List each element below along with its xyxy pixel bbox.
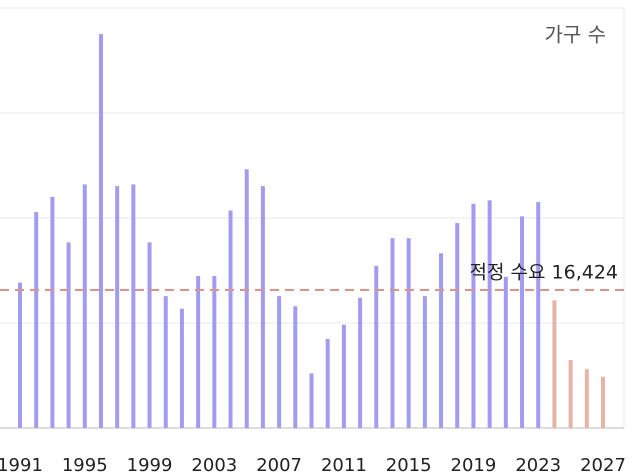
x-tick-label: 2007: [256, 455, 302, 476]
bar: [260, 186, 265, 428]
bar: [601, 376, 605, 428]
bar: [293, 306, 298, 428]
bar: [196, 275, 201, 428]
bar: [163, 296, 168, 428]
bar: [18, 282, 22, 428]
bar: [179, 308, 184, 428]
x-tick-label: 2023: [515, 455, 561, 476]
bar: [341, 324, 346, 428]
bar: [309, 373, 314, 428]
bar: [584, 369, 589, 428]
bar: [277, 296, 282, 428]
bar: [244, 169, 249, 428]
bar: [422, 296, 427, 428]
bar: [50, 197, 55, 428]
bar: [487, 200, 492, 428]
x-tick-label: 2011: [321, 455, 367, 476]
bar: [228, 210, 233, 428]
x-tick-label: 1995: [62, 455, 108, 476]
bar: [66, 242, 71, 428]
bar: [406, 238, 411, 428]
bar: [439, 253, 444, 428]
bar: [552, 300, 557, 428]
bar: [212, 275, 217, 428]
bar: [536, 202, 541, 428]
x-tick-label: 2019: [451, 455, 497, 476]
x-tick-label: 2027: [580, 455, 626, 476]
bar: [358, 297, 363, 428]
bar: [115, 186, 120, 428]
bar: [520, 216, 525, 428]
bar: [325, 338, 330, 428]
reference-label: 적정 수요 16,424: [470, 262, 618, 284]
x-tick-label: 2015: [386, 455, 432, 476]
bar: [471, 203, 476, 428]
bar: [147, 242, 152, 428]
bar: [455, 223, 460, 428]
bar: [568, 359, 573, 428]
bar: [390, 238, 395, 428]
legend-label: 가구 수: [544, 23, 606, 47]
bar: [82, 184, 87, 428]
bar: [34, 212, 39, 428]
x-tick-label: 1991: [0, 455, 43, 476]
bar: [503, 276, 508, 428]
bar: [131, 184, 136, 428]
bar: [374, 265, 379, 428]
bar: [98, 34, 103, 428]
x-tick-label: 2003: [191, 455, 237, 476]
x-tick-label: 1999: [127, 455, 173, 476]
